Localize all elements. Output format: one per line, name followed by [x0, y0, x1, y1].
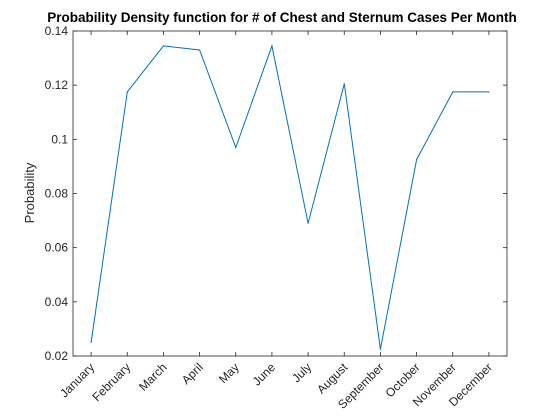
- y-axis-label: Probability: [22, 162, 37, 223]
- x-tick-label: April: [179, 360, 206, 387]
- chart-marks: 0.020.040.060.080.10.120.14JanuaryFebrua…: [45, 24, 507, 412]
- series-line-0: [90, 44, 489, 350]
- x-tick-label: February: [90, 360, 134, 404]
- x-tick-label: July: [289, 360, 314, 385]
- data-point: [307, 222, 309, 224]
- y-tick-label: 0.06: [45, 241, 69, 255]
- data-point: [126, 91, 128, 93]
- y-tick-label: 0.02: [45, 349, 69, 363]
- y-tick-label: 0.08: [45, 187, 69, 201]
- data-point: [343, 83, 345, 85]
- x-tick-label: May: [216, 360, 242, 386]
- data-point: [271, 45, 273, 47]
- data-point: [198, 49, 201, 51]
- data-point: [235, 146, 237, 149]
- data-point: [452, 91, 454, 93]
- chart-title: Probability Density function for # of Ch…: [47, 10, 517, 25]
- plot-area: [72, 30, 508, 357]
- y-tick-label: 0.1: [51, 132, 68, 146]
- data-point: [488, 91, 490, 93]
- data-point: [415, 159, 418, 161]
- x-tick-label: March: [136, 360, 169, 393]
- y-tick-label: 0.04: [45, 295, 69, 309]
- x-tick-label: June: [250, 360, 279, 389]
- y-tick-label: 0.12: [45, 78, 69, 92]
- data-point: [162, 45, 165, 47]
- data-point: [379, 348, 382, 350]
- data-point: [90, 341, 92, 344]
- y-tick-label: 0.14: [45, 24, 69, 38]
